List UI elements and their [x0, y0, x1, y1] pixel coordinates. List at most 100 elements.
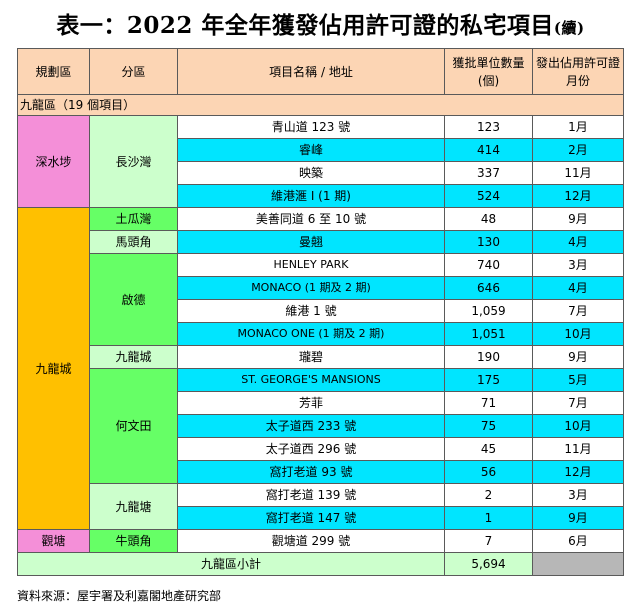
- projects-table: 規劃區 分區 項目名稱 / 地址 獲批單位數量(個) 發出佔用許可證月份 九龍區…: [17, 48, 624, 576]
- page-title: 表一：2022 年全年獲發佔用許可證的私宅項目(續): [0, 6, 641, 40]
- month-cell: 2月: [532, 138, 624, 162]
- units-cell: 7: [444, 529, 533, 553]
- table-row: 啟德 HENLEY PARK 740 3月: [18, 253, 624, 346]
- units-cell: 414: [444, 138, 533, 162]
- month-cell: 1月: [532, 115, 624, 139]
- table-row: 映築 337 11月: [18, 161, 624, 185]
- units-cell: 646: [444, 276, 533, 300]
- project-cell: 映築: [177, 161, 445, 185]
- project-cell: 太子道西 296 號: [177, 437, 445, 461]
- month-cell: 7月: [532, 299, 624, 323]
- project-cell: 窩打老道 93 號: [177, 460, 445, 484]
- units-cell: 123: [444, 115, 533, 139]
- subtotal-label: 九龍區小計: [17, 552, 445, 576]
- table-row: 維港滙 I (1 期) 524 12月: [18, 184, 624, 208]
- table-row: 深水埗 長沙灣 青山道 123 號 123 1月: [17, 115, 624, 208]
- table-row: 九龍城 瓏碧 190 9月: [18, 345, 624, 369]
- project-cell: HENLEY PARK: [177, 253, 445, 277]
- subdistrict-cell: 啟德: [89, 253, 178, 346]
- table-row: 九龍塘 窩打老道 139 號 2 3月: [18, 483, 624, 530]
- header-district: 規劃區: [17, 48, 90, 95]
- table-row: 何文田 ST. GEORGE'S MANSIONS 175 5月: [18, 368, 624, 484]
- project-cell: 瓏碧: [177, 345, 445, 369]
- month-cell: 10月: [532, 322, 624, 346]
- month-cell: 3月: [532, 253, 624, 277]
- month-cell: 9月: [532, 207, 624, 231]
- project-cell: 美善同道 6 至 10 號: [177, 207, 445, 231]
- units-cell: 2: [444, 483, 533, 507]
- subdistrict-cell: 長沙灣: [89, 115, 178, 208]
- subdistrict-cell: 九龍城: [89, 345, 178, 369]
- month-cell: 4月: [532, 276, 624, 300]
- table-row: 芳菲 71 7月: [18, 391, 624, 415]
- units-cell: 1,051: [444, 322, 533, 346]
- project-cell: ST. GEORGE'S MANSIONS: [177, 368, 445, 392]
- district-cell: 深水埗: [17, 115, 90, 208]
- district-cell: 九龍城: [17, 207, 90, 530]
- units-cell: 175: [444, 368, 533, 392]
- month-cell: 10月: [532, 414, 624, 438]
- project-cell: 維港滙 I (1 期): [177, 184, 445, 208]
- units-cell: 48: [444, 207, 533, 231]
- subdistrict-cell: 土瓜灣: [89, 207, 178, 231]
- table-row: MONACO ONE (1 期及 2 期) 1,051 10月: [18, 322, 624, 346]
- header-subdistrict: 分區: [89, 48, 178, 95]
- project-cell: 窩打老道 147 號: [177, 506, 445, 530]
- units-cell: 740: [444, 253, 533, 277]
- project-cell: MONACO (1 期及 2 期): [177, 276, 445, 300]
- subtotal-units: 5,694: [444, 552, 533, 576]
- table-row: 睿峰 414 2月: [18, 138, 624, 162]
- month-cell: 9月: [532, 345, 624, 369]
- project-cell: 芳菲: [177, 391, 445, 415]
- month-cell: 6月: [532, 529, 624, 553]
- table-row: MONACO (1 期及 2 期) 646 4月: [18, 276, 624, 300]
- subdistrict-cell: 九龍塘: [89, 483, 178, 530]
- subdistrict-cell: 牛頭角: [89, 529, 178, 553]
- units-cell: 524: [444, 184, 533, 208]
- project-cell: 維港 1 號: [177, 299, 445, 323]
- district-cell: 觀塘: [17, 529, 90, 553]
- month-cell: 4月: [532, 230, 624, 254]
- header-row: 規劃區 分區 項目名稱 / 地址 獲批單位數量(個) 發出佔用許可證月份: [17, 48, 624, 95]
- month-cell: 9月: [532, 506, 624, 530]
- month-cell: 5月: [532, 368, 624, 392]
- project-cell: 觀塘道 299 號: [177, 529, 445, 553]
- units-cell: 1,059: [444, 299, 533, 323]
- project-cell: 曼翹: [177, 230, 445, 254]
- month-cell: 12月: [532, 460, 624, 484]
- units-cell: 130: [444, 230, 533, 254]
- table-row: 維港 1 號 1,059 7月: [18, 299, 624, 323]
- project-cell: 窩打老道 139 號: [177, 483, 445, 507]
- month-cell: 3月: [532, 483, 624, 507]
- project-cell: 青山道 123 號: [177, 115, 445, 139]
- table-row: 太子道西 233 號 75 10月: [18, 414, 624, 438]
- month-cell: 12月: [532, 184, 624, 208]
- units-cell: 1: [444, 506, 533, 530]
- month-cell: 7月: [532, 391, 624, 415]
- project-cell: MONACO ONE (1 期及 2 期): [177, 322, 445, 346]
- subdistrict-cell: 馬頭角: [89, 230, 178, 254]
- header-month: 發出佔用許可證月份: [532, 48, 624, 95]
- units-cell: 45: [444, 437, 533, 461]
- region-row: 九龍區（19 個項目）: [17, 94, 624, 116]
- units-cell: 190: [444, 345, 533, 369]
- table-row: 觀塘 牛頭角 觀塘道 299 號 7 6月: [17, 529, 624, 553]
- units-cell: 75: [444, 414, 533, 438]
- table-row: 窩打老道 93 號 56 12月: [18, 460, 624, 484]
- month-cell: 11月: [532, 161, 624, 185]
- units-cell: 71: [444, 391, 533, 415]
- table-row: 馬頭角 曼翹 130 4月: [18, 230, 624, 254]
- project-cell: 睿峰: [177, 138, 445, 162]
- units-cell: 337: [444, 161, 533, 185]
- subtotal-blank: [532, 552, 624, 576]
- header-project: 項目名稱 / 地址: [177, 48, 445, 95]
- title-main: 表一：2022 年全年獲發佔用許可證的私宅項目: [56, 12, 554, 39]
- units-cell: 56: [444, 460, 533, 484]
- month-cell: 11月: [532, 437, 624, 461]
- table-row: 九龍城 土瓜灣 美善同道 6 至 10 號 48 9月: [17, 207, 624, 530]
- subdistrict-cell: 何文田: [89, 368, 178, 484]
- project-cell: 太子道西 233 號: [177, 414, 445, 438]
- title-continued: (續): [553, 19, 585, 37]
- region-label: 九龍區（19 個項目）: [17, 94, 624, 116]
- subtotal-row: 九龍區小計 5,694: [17, 552, 624, 576]
